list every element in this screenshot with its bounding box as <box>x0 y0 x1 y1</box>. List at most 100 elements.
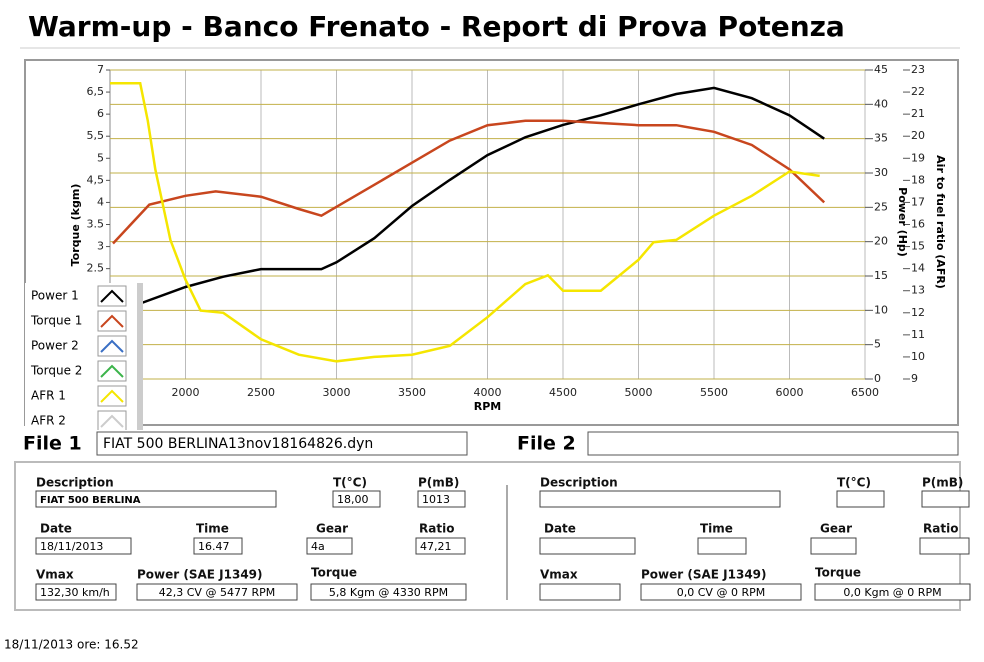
legend-label: Torque 2 <box>30 364 82 378</box>
legend-label: Power 2 <box>31 339 79 353</box>
series-line <box>110 81 820 363</box>
field-label: Torque <box>815 566 861 580</box>
y2-tick-label: 30 <box>874 166 888 179</box>
series-line <box>139 86 825 305</box>
y3-tick-label: 9 <box>911 372 918 385</box>
y2-tick-label: 35 <box>874 132 888 145</box>
y-tick-label: 7 <box>97 63 104 76</box>
legend-label: AFR 2 <box>31 414 66 428</box>
field-value: 0,0 CV @ 0 RPM <box>677 586 765 599</box>
x-tick-label: 6000 <box>776 386 804 399</box>
field-box <box>306 537 353 555</box>
x-tick-label: 4000 <box>474 386 502 399</box>
field-box <box>539 490 781 508</box>
legend-icon <box>100 339 124 353</box>
field-box <box>35 537 132 555</box>
y3-tick-label: 12 <box>911 306 925 319</box>
y3-tick-label: 10 <box>911 350 925 363</box>
field-label: Torque <box>311 566 357 580</box>
field-box <box>539 583 621 601</box>
field-value: 4a <box>311 540 325 553</box>
y3-tick-label: 17 <box>911 195 925 208</box>
legend-swatch <box>97 335 127 357</box>
field-box <box>332 490 381 508</box>
y-tick-label: 4,5 <box>87 173 105 186</box>
field-label: P(mB) <box>922 476 963 490</box>
x-tick-label: 3000 <box>323 386 351 399</box>
field-label: Date <box>40 522 72 536</box>
y3-tick-label: 22 <box>911 85 925 98</box>
y-axis-label: Torque (kgm) <box>69 184 82 267</box>
legend-swatch <box>97 310 127 332</box>
field-box <box>136 583 298 601</box>
filename-box <box>96 431 468 456</box>
x-axis-label: RPM <box>474 400 501 413</box>
y-tick-label: 2.5 <box>87 262 105 275</box>
legend-icon <box>100 314 124 328</box>
x-tick-label: 5000 <box>625 386 653 399</box>
field-value: FIAT 500 BERLINA <box>40 495 141 506</box>
legend-swatch <box>97 285 127 307</box>
field-label: P(mB) <box>418 476 459 490</box>
field-label: Ratio <box>923 522 958 536</box>
y3-tick-label: 16 <box>911 218 925 231</box>
field-box <box>921 490 970 508</box>
field-value: 5,8 Kgm @ 4330 RPM <box>329 586 448 599</box>
y3-tick-label: 23 <box>911 63 925 76</box>
field-label: Date <box>544 522 576 536</box>
y-tick-label: 6,5 <box>87 85 105 98</box>
legend-swatch <box>97 385 127 407</box>
field-box <box>417 490 466 508</box>
title: Warm-up - Banco Frenato - Report di Prov… <box>28 10 845 43</box>
y3-tick-label: 13 <box>911 284 925 297</box>
y3-tick-label: 19 <box>911 151 925 164</box>
y3-tick-label: 21 <box>911 107 925 120</box>
y3-tick-label: 11 <box>911 328 925 341</box>
field-box <box>193 537 243 555</box>
series-line <box>112 119 826 245</box>
info-panel <box>14 461 961 611</box>
y2-tick-label: 5 <box>874 338 881 351</box>
legend-label: Torque 1 <box>30 314 82 328</box>
field-box <box>310 583 467 601</box>
field-box <box>810 537 857 555</box>
field-box <box>836 490 885 508</box>
field-label: Time <box>700 522 733 536</box>
field-box <box>919 537 970 555</box>
field-box <box>814 583 971 601</box>
x-tick-label: 5500 <box>700 386 728 399</box>
y-tick-label: 3 <box>97 240 104 253</box>
legend-swatch <box>97 360 127 382</box>
y3-axis-label: Air to fuel ratio (AFR) <box>934 155 947 289</box>
x-tick-label: 3500 <box>398 386 426 399</box>
field-box <box>539 537 636 555</box>
field-label: Description <box>36 476 114 490</box>
field-label: Ratio <box>419 522 454 536</box>
field-value: 18/11/2013 <box>40 540 103 553</box>
x-tick-label: 2500 <box>247 386 275 399</box>
legend-icon <box>100 364 124 378</box>
field-label: Vmax <box>540 568 578 582</box>
y-tick-label: 4 <box>97 195 104 208</box>
field-label: Power (SAE J1349) <box>641 568 767 582</box>
filename-box <box>587 431 959 456</box>
filename: FIAT 500 BERLINA13nov18164826.dyn <box>103 436 373 452</box>
file-label: File 1 <box>23 433 82 455</box>
field-value: 18,00 <box>337 493 369 506</box>
field-label: Vmax <box>36 568 74 582</box>
field-label: T(°C) <box>837 476 871 490</box>
field-box <box>35 490 277 508</box>
y2-tick-label: 25 <box>874 200 888 213</box>
x-tick-label: 4500 <box>549 386 577 399</box>
y-tick-label: 5,5 <box>87 129 105 142</box>
y2-tick-label: 40 <box>874 97 888 110</box>
field-box <box>35 583 117 601</box>
file-label: File 2 <box>517 433 576 455</box>
legend-icon <box>100 414 124 428</box>
field-value: 42,3 CV @ 5477 RPM <box>159 586 275 599</box>
y3-tick-label: 20 <box>911 129 925 142</box>
field-label: Time <box>196 522 229 536</box>
field-value: 16.47 <box>198 540 230 553</box>
legend-label: Power 1 <box>31 289 79 303</box>
